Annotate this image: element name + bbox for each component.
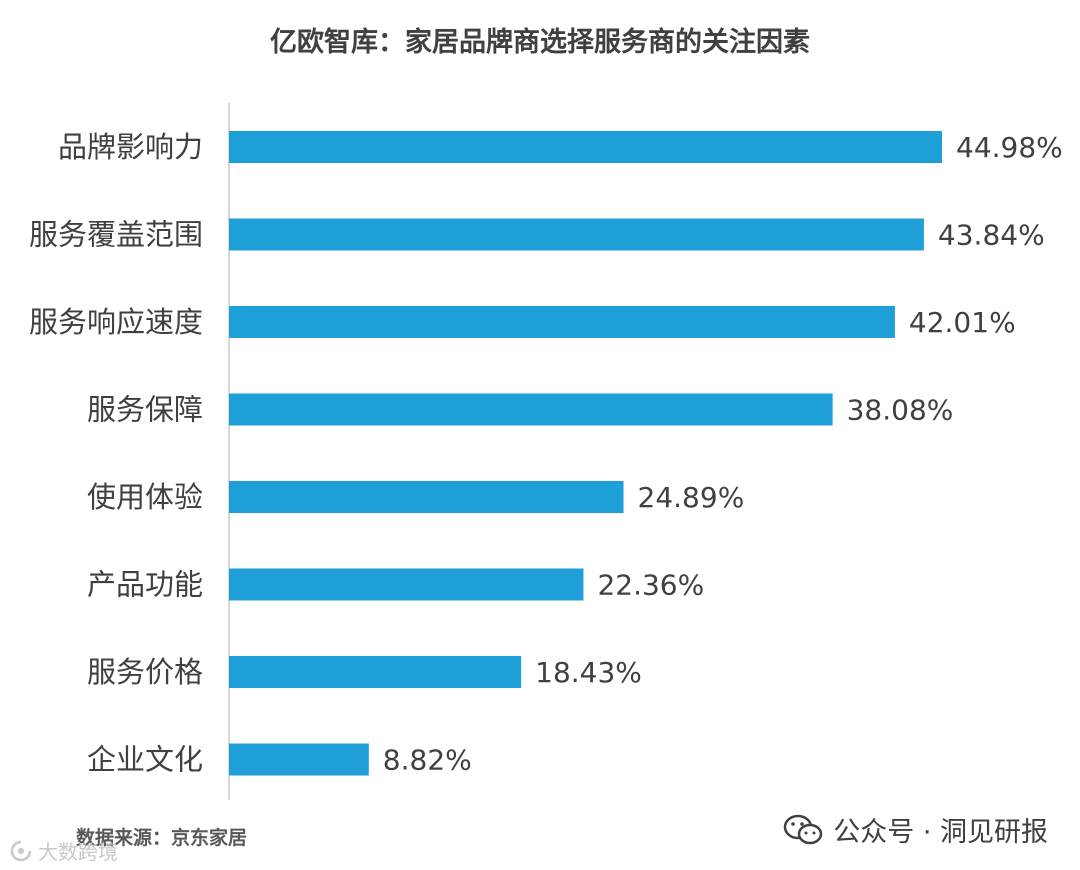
bar-4 <box>229 481 624 513</box>
source-note: 数据来源：京东家居 <box>76 827 248 849</box>
bar-6 <box>229 656 522 688</box>
value-label-5: 22.36% <box>597 569 704 602</box>
watermark-left-text: 大数跨境 <box>38 840 118 864</box>
value-label-0: 44.98% <box>956 131 1063 164</box>
wechat-icon <box>784 814 823 844</box>
category-label-5: 产品功能 <box>87 568 203 602</box>
value-label-7: 8.82% <box>383 744 472 777</box>
category-label-0: 品牌影响力 <box>58 130 203 164</box>
bar-2 <box>229 306 895 338</box>
category-label-4: 使用体验 <box>87 480 203 514</box>
category-label-3: 服务保障 <box>87 393 203 427</box>
bar-0 <box>229 131 942 163</box>
chart-title: 亿欧智库：家居品牌商选择服务商的关注因素 <box>270 27 810 58</box>
value-label-4: 24.89% <box>638 481 745 514</box>
category-label-1: 服务覆盖范围 <box>29 218 203 252</box>
category-label-2: 服务响应速度 <box>29 305 203 339</box>
bar-5 <box>229 568 584 601</box>
value-label-2: 42.01% <box>909 306 1016 339</box>
bar-3 <box>229 393 833 426</box>
bar-1 <box>229 218 924 251</box>
category-label-6: 服务价格 <box>87 655 203 689</box>
logo-icon <box>10 840 32 861</box>
watermark-right: 公众号 · 洞见研报 <box>783 810 1048 849</box>
watermark-left: 大数跨境 <box>8 836 118 865</box>
category-label-7: 企业文化 <box>87 743 203 777</box>
value-label-3: 38.08% <box>847 394 954 427</box>
bar-7 <box>229 743 369 776</box>
value-label-1: 43.84% <box>938 219 1045 252</box>
watermark-right-text: 公众号 · 洞见研报 <box>833 817 1048 848</box>
value-label-6: 18.43% <box>535 656 642 689</box>
